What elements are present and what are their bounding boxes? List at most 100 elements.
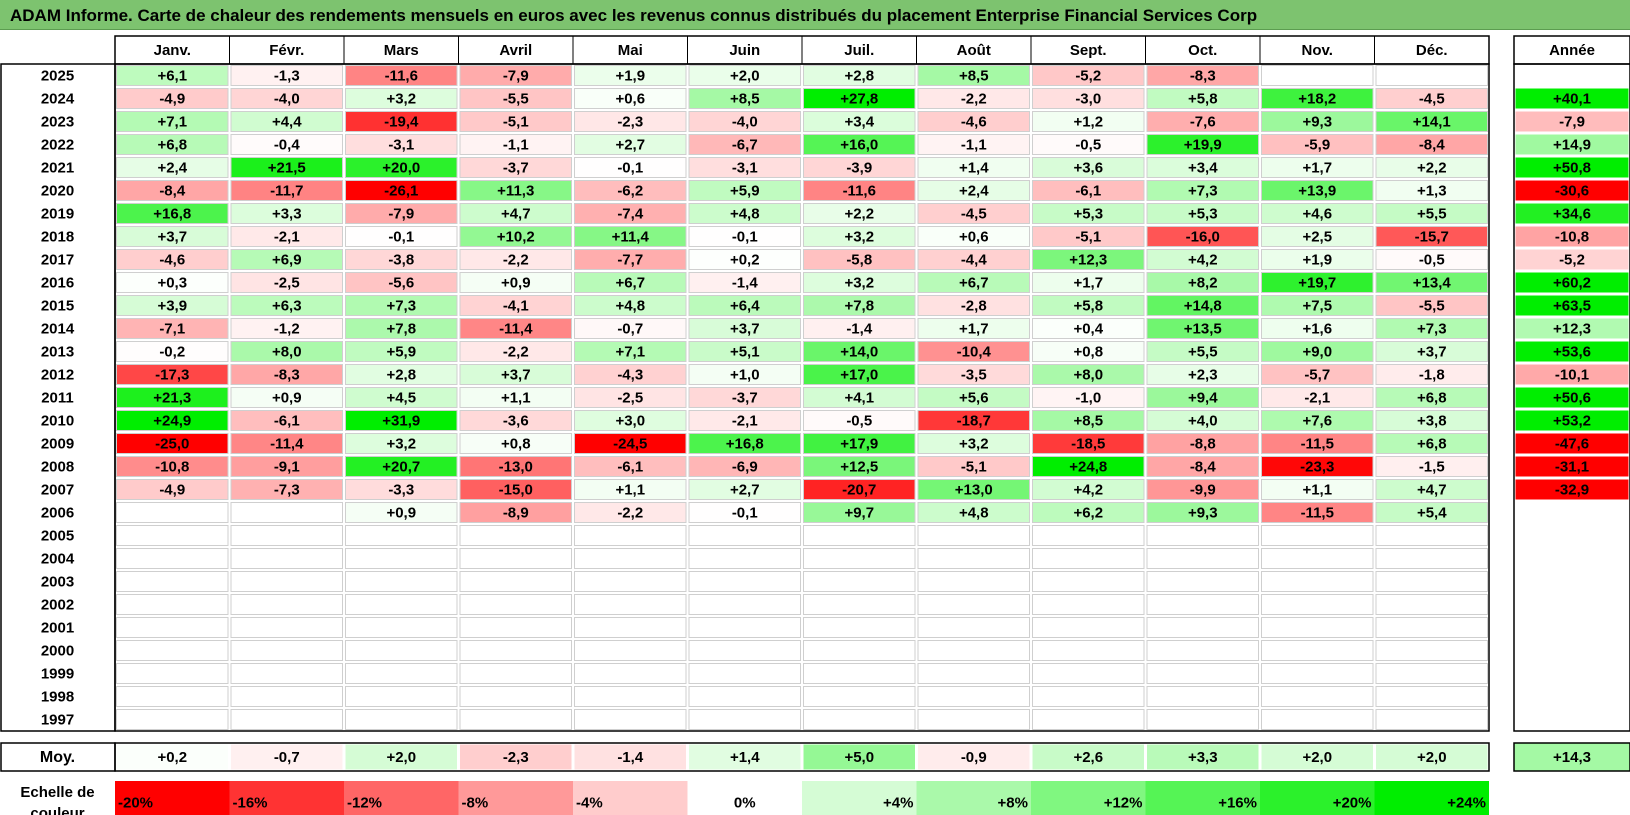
heatmap-cell	[1261, 640, 1374, 661]
heatmap-cell	[574, 318, 687, 339]
heatmap-cell-value: +8,5	[959, 67, 989, 84]
heatmap-cell-value: -2,1	[1304, 389, 1330, 406]
heatmap-cell	[1146, 341, 1259, 362]
heatmap-cell-value: -3,0	[1075, 90, 1101, 107]
heatmap-cell	[1146, 456, 1259, 477]
heatmap-cell	[345, 640, 458, 661]
heatmap-cell	[1146, 387, 1259, 408]
heatmap-cell	[688, 594, 801, 615]
heatmap-cell	[1032, 180, 1145, 201]
heatmap-cell	[803, 387, 916, 408]
annual-cell	[1515, 111, 1629, 132]
heatmap-cell	[345, 709, 458, 730]
average-cell	[1032, 744, 1144, 770]
heatmap-cell	[1032, 88, 1145, 109]
heatmap-cell	[917, 525, 1030, 546]
heatmap-cell	[917, 226, 1030, 247]
heatmap-cell	[116, 249, 229, 270]
year-label: 1998	[41, 688, 74, 705]
heatmap-cell-value: +17,0	[840, 366, 878, 383]
heatmap-cell	[1261, 479, 1374, 500]
heatmap-cell-value: -6,2	[617, 182, 643, 199]
heatmap-cell-value: +5,3	[1188, 205, 1218, 222]
heatmap-cell	[345, 272, 458, 293]
heatmap-cell-value: +20,0	[382, 159, 420, 176]
heatmap-cell	[1032, 387, 1145, 408]
heatmap-cell-value: +3,0	[615, 412, 645, 429]
heatmap-cell-value: +8,2	[1188, 274, 1218, 291]
heatmap-cell	[459, 525, 572, 546]
heatmap-cell-value: -11,4	[270, 435, 304, 452]
heatmap-cell-value: +1,4	[959, 159, 989, 176]
heatmap-cell	[574, 364, 687, 385]
heatmap-cell	[574, 456, 687, 477]
heatmap-cell	[803, 686, 916, 707]
heatmap-cell-value: +10,2	[497, 228, 535, 245]
heatmap-cell	[1261, 709, 1374, 730]
heatmap-cell-value: -5,5	[503, 90, 529, 107]
heatmap-cell	[574, 111, 687, 132]
heatmap-cell	[1146, 318, 1259, 339]
average-cell	[1376, 744, 1488, 770]
average-cell	[803, 744, 915, 770]
scale-swatch-label: +12%	[1104, 794, 1143, 811]
heatmap-cell	[1261, 203, 1374, 224]
average-cell-value: +2,6	[1073, 749, 1103, 766]
heatmap-cell	[459, 226, 572, 247]
heatmap-cell	[116, 364, 229, 385]
heatmap-cell	[116, 640, 229, 661]
heatmap-cell	[345, 410, 458, 431]
heatmap-cell	[116, 134, 229, 155]
heatmap-cell	[230, 525, 343, 546]
heatmap-cell	[345, 433, 458, 454]
heatmap-cell	[1261, 249, 1374, 270]
scale-swatch	[115, 781, 230, 815]
heatmap-cell-value: +11,3	[497, 182, 534, 199]
average-annual-value: +14,3	[1553, 749, 1591, 766]
heatmap-cell	[345, 456, 458, 477]
heatmap-cell-value: +0,6	[959, 228, 989, 245]
heatmap-cell	[116, 157, 229, 178]
heatmap-cell-value: -7,3	[274, 481, 300, 498]
scale-swatch-label: +20%	[1333, 794, 1372, 811]
heatmap-cell-value: -15,7	[1415, 228, 1449, 245]
heatmap-cell	[917, 272, 1030, 293]
year-label: 2001	[41, 619, 74, 636]
heatmap-cell	[230, 640, 343, 661]
heatmap-cell	[1375, 157, 1488, 178]
heatmap-cell	[917, 180, 1030, 201]
year-label: 2016	[41, 274, 74, 291]
annual-cell	[1515, 272, 1629, 293]
heatmap-cell	[345, 479, 458, 500]
heatmap-cell-value: -11,7	[270, 182, 303, 199]
heatmap-cell	[1261, 272, 1374, 293]
month-header-label: Oct.	[1188, 42, 1217, 59]
heatmap-cell	[459, 594, 572, 615]
heatmap-cell	[688, 318, 801, 339]
heatmap-cell	[459, 272, 572, 293]
annual-cell	[1515, 249, 1629, 270]
heatmap-cell	[116, 617, 229, 638]
heatmap-cell-value: +4,0	[1188, 412, 1218, 429]
heatmap-cell	[1032, 249, 1145, 270]
heatmap-cell-value: +9,7	[844, 504, 874, 521]
heatmap-cell	[688, 571, 801, 592]
annual-cell-value: -47,6	[1555, 435, 1589, 452]
heatmap-cell-value: -0,5	[1075, 136, 1101, 153]
average-annual-cell	[1513, 742, 1630, 772]
heatmap-cell	[574, 548, 687, 569]
heatmap-cell-value: +1,1	[1302, 481, 1332, 498]
scale-swatch-label: -12%	[347, 794, 382, 811]
average-cell-value: +3,3	[1188, 749, 1218, 766]
heatmap-cell	[1375, 249, 1488, 270]
annual-cell	[1515, 410, 1629, 431]
heatmap-cell	[1375, 410, 1488, 431]
heatmap-cell	[1146, 364, 1259, 385]
heatmap-cell	[574, 525, 687, 546]
month-header-label: Nov.	[1302, 42, 1333, 59]
heatmap-cell	[1375, 134, 1488, 155]
heatmap-cell-value: +7,3	[386, 297, 416, 314]
heatmap-cell-value: -11,6	[843, 182, 876, 199]
year-label: 2023	[41, 113, 74, 130]
heatmap-cell	[917, 410, 1030, 431]
